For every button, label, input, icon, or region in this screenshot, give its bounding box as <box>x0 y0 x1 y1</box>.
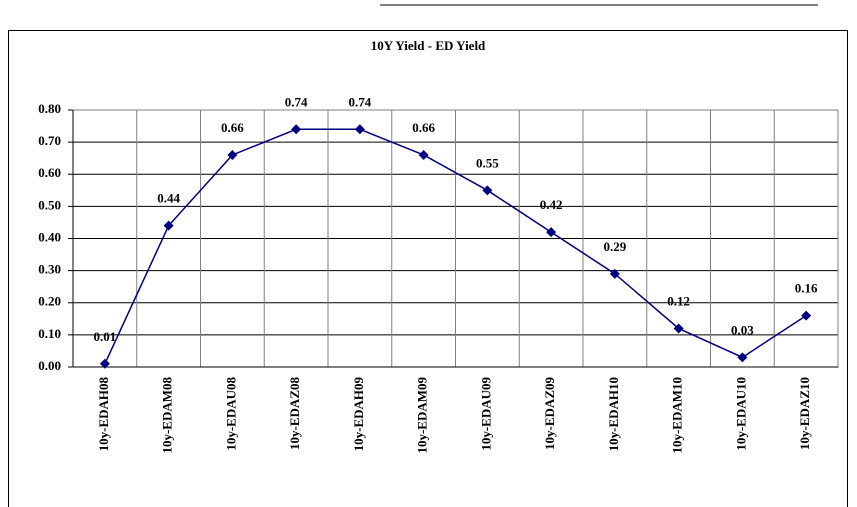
x-tick-label: 10y-EDAM10 <box>670 377 685 454</box>
marker <box>482 185 493 196</box>
value-label: 0.16 <box>795 281 818 296</box>
value-label: 0.74 <box>349 94 372 109</box>
x-tick-label: 10y-EDAZ10 <box>797 377 812 450</box>
y-tick-label: 0.20 <box>38 294 61 309</box>
y-tick-label: 0.10 <box>38 326 61 341</box>
y-tick-label: 0.30 <box>38 262 61 277</box>
marker <box>227 149 238 160</box>
x-tick-label: 10y-EDAU10 <box>733 377 748 451</box>
value-label: 0.12 <box>667 293 690 308</box>
value-label: 0.44 <box>157 191 180 206</box>
chart-title: 10Y Yield - ED Yield <box>371 38 486 53</box>
marker <box>546 227 557 238</box>
value-label: 0.74 <box>285 94 308 109</box>
value-label: 0.55 <box>476 155 499 170</box>
y-tick-label: 0.70 <box>38 133 61 148</box>
y-tick-label: 0.80 <box>38 101 61 116</box>
y-tick-label: 0.40 <box>38 229 61 244</box>
chart-frame <box>8 30 848 507</box>
marker <box>418 149 429 160</box>
x-tick-label: 10y-EDAZ08 <box>287 377 302 450</box>
series-line <box>104 128 807 365</box>
value-label: 0.66 <box>221 120 244 135</box>
marker <box>163 220 174 231</box>
marker <box>609 268 620 279</box>
y-tick-label: 0.00 <box>38 358 61 373</box>
x-tick-label: 10y-EDAM09 <box>415 377 430 454</box>
value-label: 0.29 <box>604 239 627 254</box>
marker <box>737 352 748 363</box>
x-tick-label: 10y-EDAM08 <box>160 377 175 454</box>
marker <box>354 124 365 135</box>
marker <box>99 358 110 369</box>
x-tick-label: 10y-EDAZ09 <box>542 377 557 450</box>
value-label: 0.66 <box>412 120 435 135</box>
value-label: 0.03 <box>731 322 754 337</box>
marker <box>673 323 684 334</box>
value-label: 0.01 <box>94 329 117 344</box>
x-tick-label: 10y-EDAU08 <box>223 377 238 451</box>
x-tick-label: 10y-EDAH10 <box>606 377 621 451</box>
y-tick-label: 0.50 <box>38 197 61 212</box>
x-tick-label: 10y-EDAU09 <box>478 377 493 451</box>
value-label: 0.42 <box>540 197 563 212</box>
marker <box>801 310 812 321</box>
marker <box>291 124 302 135</box>
y-tick-label: 0.60 <box>38 165 61 180</box>
x-tick-label: 10y-EDAH09 <box>351 377 366 452</box>
x-tick-label: 10y-EDAH08 <box>96 377 111 452</box>
